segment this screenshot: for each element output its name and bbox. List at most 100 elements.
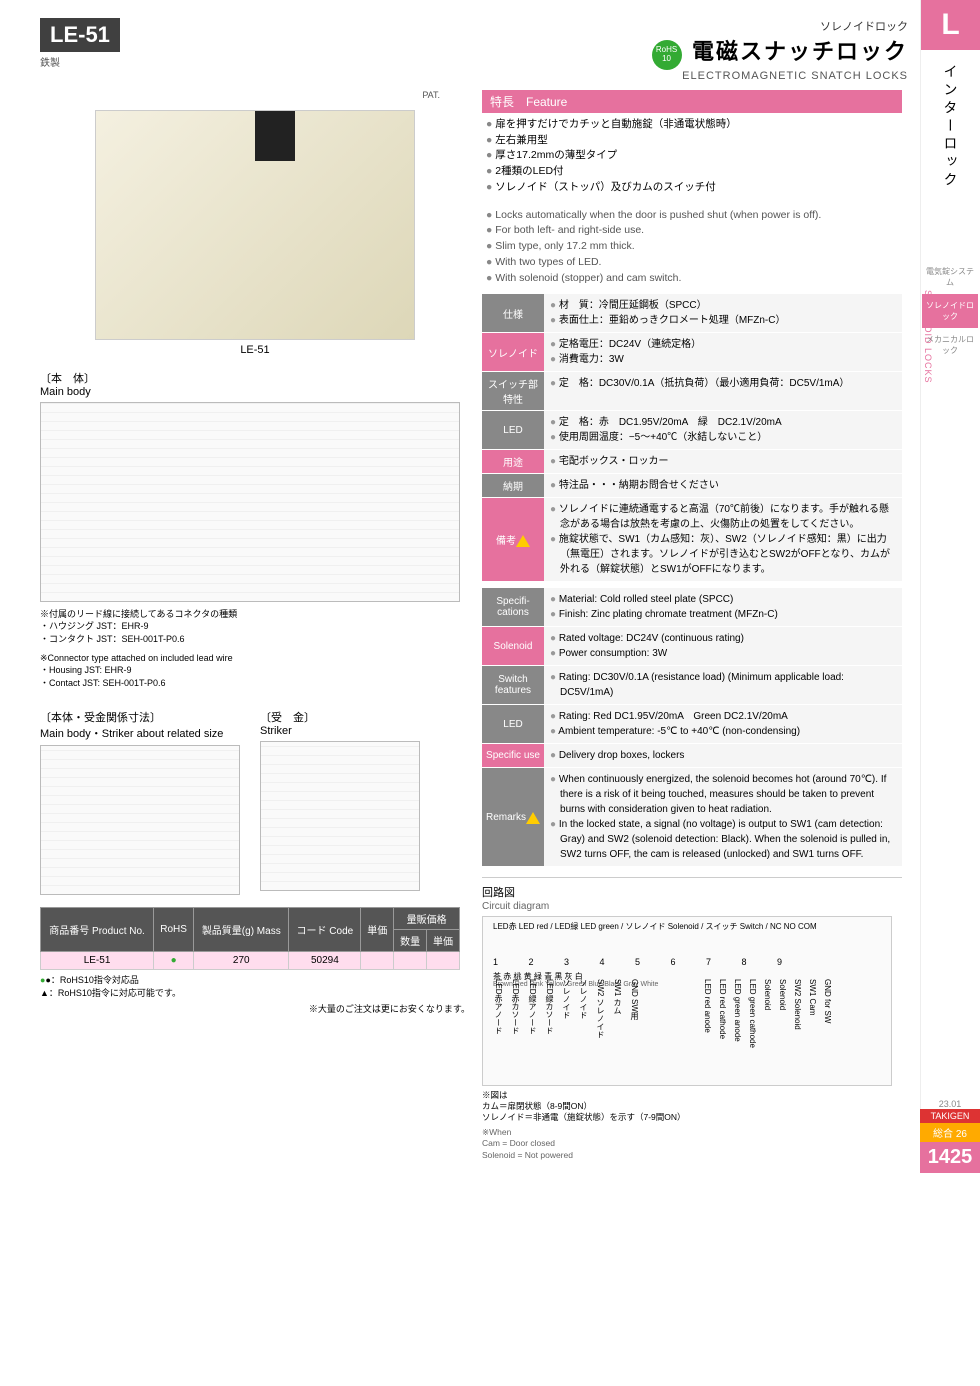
product-title-jp: 電磁スナッチロック	[692, 39, 908, 64]
product-table: 商品番号 Product No. RoHS 製品質量(g) Mass コード C…	[40, 907, 460, 970]
section-striker-en: Striker	[260, 725, 420, 737]
circuit-diagram: LED赤 LED red / LED緑 LED green / ソレノイド So…	[482, 916, 892, 1086]
spec-label: 備考	[482, 498, 544, 581]
list-item: Locks automatically when the door is pus…	[486, 208, 898, 224]
spec-item: When continuously energized, the solenoi…	[550, 772, 896, 817]
feature-header: 特長 Feature	[482, 90, 902, 113]
spec-item: Finish: Zinc plating chromate treatment …	[550, 607, 896, 622]
spec-label: LED	[482, 411, 544, 449]
th-price2: 単価	[427, 930, 460, 952]
spec-label: ソレノイド	[482, 333, 544, 371]
model-material: 鉄製	[40, 54, 120, 69]
spec-label: 仕様	[482, 294, 544, 332]
spec-item: Delivery drop boxes, lockers	[550, 748, 896, 763]
list-item: For both left- and right-side use.	[486, 223, 898, 239]
spec-item: 表面仕上：亜鉛めっきクロメート処理（MFZn-C）	[550, 313, 896, 328]
note-rohs2: ▲：RoHS10指令に対応可能です。	[40, 986, 470, 999]
spec-label: 納期	[482, 474, 544, 497]
circuit-title-jp: 回路図	[482, 887, 515, 899]
spec-label: スイッチ部特性	[482, 372, 544, 410]
footer-brand: TAKIGEN	[920, 1109, 980, 1123]
circuit-col: LED緑アノード	[527, 979, 538, 1079]
td-code: 50294	[289, 952, 361, 970]
circuit-col: GND SW用	[629, 979, 640, 1079]
side-category: インターロック	[941, 50, 961, 204]
spec-item: ソレノイドに連続通電すると高温（70℃前後）になります。手が触れる懸念がある場合…	[550, 502, 896, 532]
footer-edition: 総合 26	[920, 1123, 980, 1142]
circuit-col: SW2 Solenoid	[793, 979, 802, 1079]
circuit-note-jp: ※図は カム＝扉閉状態（8-9間ON） ソレノイド＝非通電（施錠状態）を示す（7…	[482, 1090, 902, 1123]
section-striker-jp: 〔受 金〕	[260, 712, 315, 724]
td-q	[394, 952, 427, 970]
rohs-icon: RoHS 10	[652, 40, 682, 70]
th-product-no: 商品番号 Product No.	[41, 908, 154, 952]
spec-label: Solenoid	[482, 627, 544, 665]
section-related-en: Main body・Striker about related size	[40, 725, 240, 741]
list-item: With two types of LED.	[486, 255, 898, 271]
list-item: 2種類のLED付	[486, 164, 898, 180]
spec-item: 消費電力：3W	[550, 352, 896, 367]
th-rohs: RoHS	[154, 908, 194, 952]
section-mainbody-jp: 〔本 体〕	[40, 373, 95, 385]
spec-label: LED	[482, 705, 544, 743]
connector-note-en: ※Connector type attached on included lea…	[40, 652, 470, 690]
circuit-col: Solenoid	[763, 979, 772, 1079]
circuit-col: LED赤カソード	[510, 979, 521, 1079]
spec-item: 使用周囲温度：−5〜+40℃（氷結しないこと）	[550, 430, 896, 445]
spec-item: Power consumption: 3W	[550, 646, 896, 661]
th-bulk: 量販価格	[394, 908, 460, 930]
td-p1	[361, 952, 394, 970]
diagram-related	[40, 745, 240, 895]
spec-item: 材 質：冷間圧延鋼板（SPCC）	[550, 298, 896, 313]
list-item: ソレノイド（ストッパ）及びカムのスイッチ付	[486, 180, 898, 196]
list-item: With solenoid (stopper) and cam switch.	[486, 271, 898, 287]
spec-label: Specifi-cations	[482, 588, 544, 626]
diagram-main-body	[40, 402, 460, 602]
section-mainbody-en: Main body	[40, 386, 470, 398]
spec-label: Switch features	[482, 666, 544, 704]
spec-label: Specific use	[482, 744, 544, 767]
section-related-jp: 〔本体・受金関係寸法〕	[40, 712, 161, 724]
spec-item: 定 格：DC30V/0.1A（抵抗負荷）（最小適用負荷：DC5V/1mA）	[550, 376, 896, 391]
th-mass: 製品質量(g) Mass	[194, 908, 289, 952]
circuit-col: SW1 Cam	[808, 979, 817, 1079]
sidebar-item: メカニカルロック	[922, 328, 978, 362]
spec-item: 定格電圧：DC24V（連続定格）	[550, 337, 896, 352]
specs-en: Specifi-cations Material: Cold rolled ste…	[482, 588, 902, 867]
circuit-col: LED緑カソード	[544, 979, 555, 1079]
features-en: Locks automatically when the door is pus…	[482, 204, 902, 295]
list-item: 扉を押すだけでカチッと自動施錠（非通電状態時）	[486, 117, 898, 133]
circuit-col: LED赤アノード	[493, 979, 504, 1079]
specs-jp: 仕様材 質：冷間圧延鋼板（SPCC）表面仕上：亜鉛めっきクロメート処理（MFZn…	[482, 294, 902, 582]
circuit-title-en: Circuit diagram	[482, 901, 549, 912]
side-letter: L	[921, 0, 980, 50]
spec-item: 施錠状態で、SW1（カム感知：灰）、SW2（ソレノイド感知：黒）に出力（無電圧）…	[550, 532, 896, 577]
circuit-col: LED green cathode	[748, 979, 757, 1079]
circuit-note-en: ※When Cam = Door closed Solenoid = Not p…	[482, 1127, 902, 1160]
spec-item: Rated voltage: DC24V (continuous rating)	[550, 631, 896, 646]
photo-caption: LE-51	[40, 344, 470, 356]
td-p2	[427, 952, 460, 970]
note-rohs1: ●：RoHS10指令対応品	[45, 975, 138, 985]
circuit-pins: 1 2 3 4 5 6 7 8 9	[493, 957, 796, 967]
table-row: LE-51 ● 270 50294	[41, 952, 460, 970]
circuit-col: SW2 ソレノイド	[595, 979, 606, 1079]
th-price: 単価	[361, 908, 394, 952]
td-rohs: ●	[154, 952, 194, 970]
td-model: LE-51	[41, 952, 154, 970]
th-qty: 数量	[394, 930, 427, 952]
model-number: LE-51	[40, 18, 120, 52]
patent-label: PAT.	[40, 90, 440, 100]
circuit-col: ソレノイド	[561, 979, 572, 1079]
list-item: 厚さ17.2mmの薄型タイプ	[486, 148, 898, 164]
spec-item: 宅配ボックス・ロッカー	[550, 454, 896, 469]
sidebar-item: ソレノイドロック	[922, 294, 978, 328]
spec-item: 特注品・・・納期お問合せください	[550, 478, 896, 493]
spec-item: Rating: Red DC1.95V/20mA Green DC2.1V/20…	[550, 709, 896, 724]
spec-item: Material: Cold rolled steel plate (SPCC)	[550, 592, 896, 607]
list-item: 左右兼用型	[486, 133, 898, 149]
td-mass: 270	[194, 952, 289, 970]
bulk-note: ※大量のご注文は更にお安くなります。	[40, 1002, 470, 1015]
circuit-col: GND for SW	[823, 979, 832, 1079]
spec-item: 定 格：赤 DC1.95V/20mA 緑 DC2.1V/20mA	[550, 415, 896, 430]
